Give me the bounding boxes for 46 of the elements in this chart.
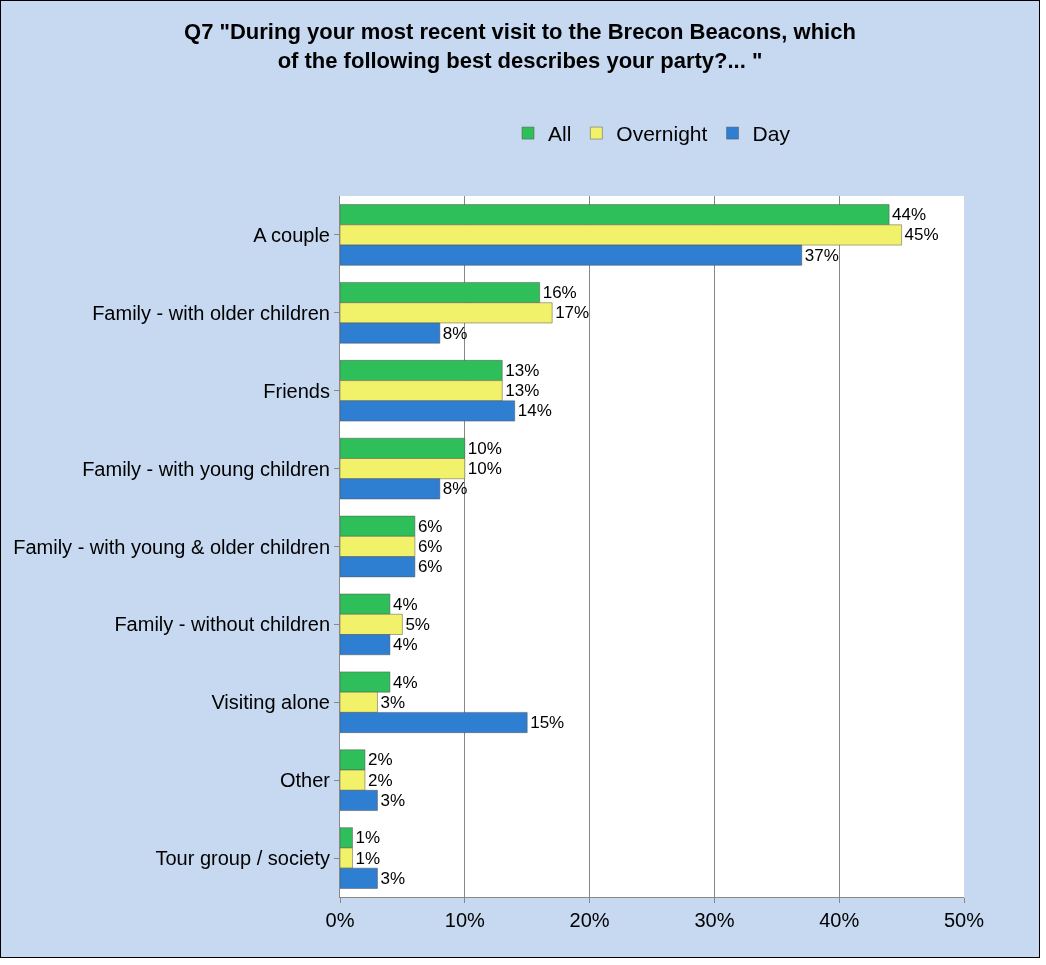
data-label: 2% (367, 750, 393, 770)
data-label: 2% (367, 770, 393, 790)
data-label: 4% (392, 672, 418, 692)
data-label: 17% (555, 303, 590, 323)
data-label: 15% (530, 713, 565, 733)
data-label: 3% (380, 692, 406, 712)
data-label: 10% (467, 459, 502, 479)
data-label: 6% (417, 537, 443, 556)
y-tick-label: A couple (253, 223, 330, 246)
data-label: 1% (355, 848, 381, 868)
y-tick-label: Tour group / society (155, 847, 330, 870)
x-tick-label: 50% (943, 909, 985, 931)
data-label: 6% (417, 557, 443, 577)
y-tick-label: Family - with older children (92, 301, 330, 324)
data-label: 8% (442, 323, 468, 343)
data-label: 37% (804, 245, 839, 265)
x-tick-label: 30% (694, 909, 735, 931)
data-label: 8% (442, 479, 468, 499)
legend-label: Day (752, 122, 791, 146)
data-label: 4% (392, 635, 418, 655)
data-label: 4% (392, 594, 418, 614)
y-tick-label: Friends (263, 379, 330, 402)
data-label: 6% (417, 516, 443, 536)
chart-title: Q7 "During your most recent visit to the Brecon Beacons, which of the following best describes your party?... " (184, 19, 856, 73)
y-tick-label: Family - with young children (82, 457, 330, 480)
data-label: 5% (405, 614, 430, 634)
y-tick-label: Other (279, 769, 331, 792)
data-label: 1% (355, 828, 381, 848)
data-label: 44% (892, 205, 927, 225)
data-label: 16% (542, 283, 577, 303)
data-label: 3% (380, 868, 406, 888)
data-label: 45% (904, 225, 939, 245)
data-label: 13% (505, 360, 540, 380)
data-label: 3% (380, 790, 406, 810)
y-tick-label: Visiting alone (211, 691, 330, 714)
x-tick-label: 20% (569, 909, 610, 931)
x-tick-label: 10% (444, 909, 486, 931)
y-tick-label: Family - with young & older children (13, 535, 330, 558)
legend-label: All (548, 122, 572, 146)
data-label: 13% (505, 381, 540, 401)
y-tick-label: Family - without children (114, 613, 330, 636)
data-label: 14% (517, 401, 552, 421)
x-tick-label: 40% (819, 909, 860, 931)
legend-label: Overnight (616, 122, 708, 146)
x-tick-label: 0% (325, 909, 355, 931)
data-label: 10% (467, 438, 502, 458)
